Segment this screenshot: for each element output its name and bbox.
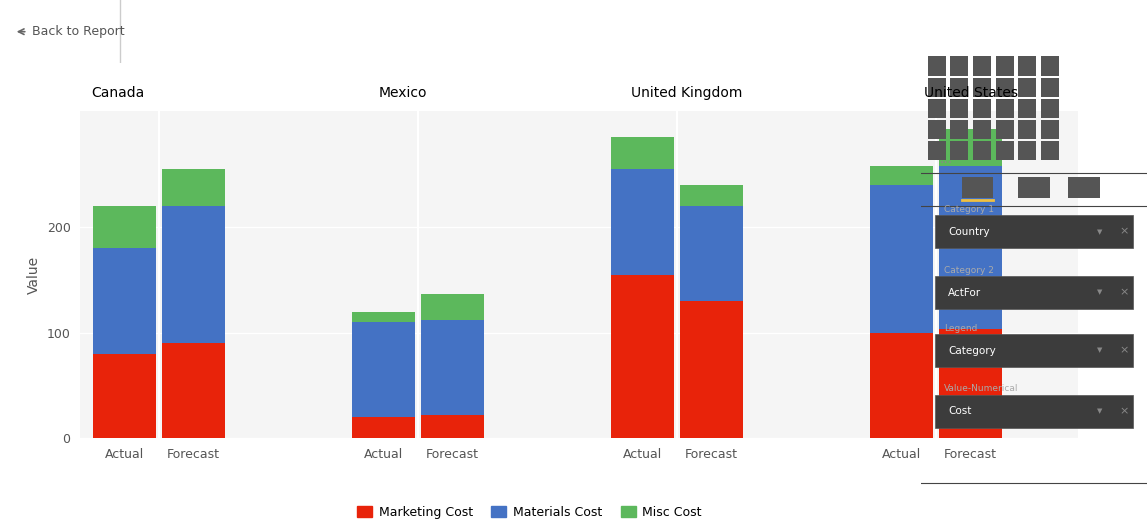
Bar (611, 137, 674, 169)
Bar (928, 99, 946, 118)
Bar (935, 395, 1133, 428)
Bar (928, 78, 946, 97)
Text: ▼: ▼ (1098, 229, 1102, 235)
Bar (1040, 56, 1059, 76)
Text: Value-Numerical: Value-Numerical (944, 384, 1019, 393)
Bar (1019, 99, 1036, 118)
Text: Back to Report: Back to Report (32, 25, 125, 38)
Text: ×: × (1119, 227, 1130, 237)
Bar (1019, 141, 1036, 160)
Bar (1040, 141, 1059, 160)
Bar (1040, 78, 1059, 97)
Bar (1019, 78, 1036, 97)
Bar (162, 169, 225, 206)
Bar (869, 185, 934, 333)
Text: Cost: Cost (949, 407, 972, 416)
Text: ...: ... (939, 152, 952, 166)
Y-axis label: Value: Value (28, 256, 41, 294)
Bar (93, 248, 156, 354)
Bar (352, 312, 415, 322)
Bar (939, 329, 1002, 438)
Bar (935, 276, 1133, 309)
Bar (951, 78, 968, 97)
Text: ▼: ▼ (1098, 347, 1102, 354)
Bar (162, 206, 225, 343)
Bar (611, 275, 674, 438)
Text: ▼: ▼ (1098, 408, 1102, 414)
Bar (973, 141, 991, 160)
Text: VISUALIZATIONS: VISUALIZATIONS (953, 21, 1056, 31)
Bar (680, 301, 743, 438)
Bar (1068, 177, 1100, 198)
Bar (93, 206, 156, 248)
Text: Category 2: Category 2 (944, 266, 993, 275)
Text: ×: × (1119, 288, 1130, 297)
Bar (996, 56, 1014, 76)
Bar (421, 294, 484, 320)
Bar (996, 99, 1014, 118)
Bar (928, 120, 946, 139)
Bar (611, 169, 674, 275)
Bar (1040, 120, 1059, 139)
Bar (421, 320, 484, 415)
Bar (1019, 56, 1036, 76)
Text: ×: × (1119, 407, 1130, 416)
Bar (935, 334, 1133, 367)
Text: Category 1: Category 1 (944, 205, 993, 214)
Bar (939, 166, 1002, 329)
Bar (996, 120, 1014, 139)
Text: >: > (1115, 21, 1125, 34)
Bar (951, 99, 968, 118)
Bar (162, 343, 225, 438)
Text: Country: Country (949, 227, 990, 237)
Bar (928, 56, 946, 76)
Bar (951, 141, 968, 160)
Bar (951, 120, 968, 139)
Bar (939, 129, 1002, 166)
Bar (93, 354, 156, 438)
Bar (973, 120, 991, 139)
Bar (935, 215, 1133, 248)
Text: Category: Category (949, 346, 996, 355)
Text: United States: United States (923, 86, 1017, 100)
Bar (1040, 99, 1059, 118)
Text: Mexico: Mexico (379, 86, 427, 100)
Bar (680, 185, 743, 206)
Bar (1019, 120, 1036, 139)
Bar (996, 78, 1014, 97)
Text: Legend: Legend (944, 324, 977, 333)
Bar (973, 99, 991, 118)
Bar (352, 322, 415, 417)
Text: United Kingdom: United Kingdom (631, 86, 742, 100)
Text: FILTERS: FILTERS (989, 497, 1037, 506)
Bar (973, 56, 991, 76)
Bar (996, 141, 1014, 160)
Bar (680, 206, 743, 301)
Bar (421, 415, 484, 438)
Bar (928, 141, 946, 160)
Bar (961, 177, 993, 198)
Bar (951, 56, 968, 76)
Text: ▼: ▼ (1098, 289, 1102, 296)
Text: ActFor: ActFor (949, 288, 982, 297)
Bar (1019, 177, 1050, 198)
Bar (352, 417, 415, 438)
Bar (869, 333, 934, 438)
Text: ×: × (1119, 346, 1130, 355)
Text: Canada: Canada (92, 86, 145, 100)
Bar (869, 166, 934, 185)
Bar (973, 78, 991, 97)
Legend: Marketing Cost, Materials Cost, Misc Cost: Marketing Cost, Materials Cost, Misc Cos… (352, 501, 707, 524)
